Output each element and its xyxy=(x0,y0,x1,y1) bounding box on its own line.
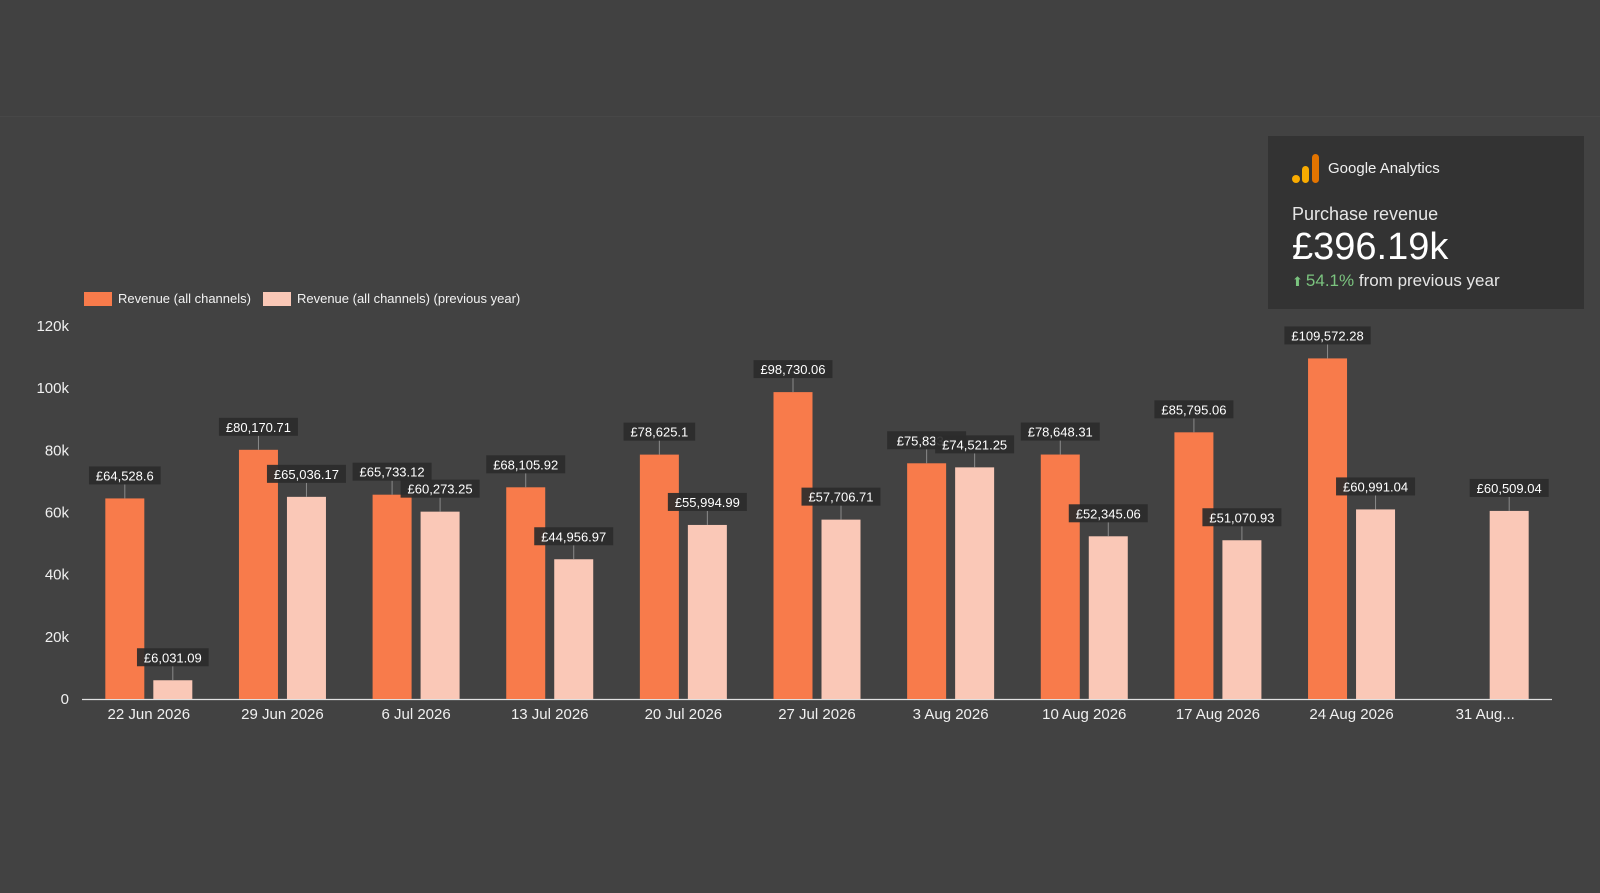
y-tick-label: 120k xyxy=(36,318,69,335)
data-label-previous: £55,994.99 xyxy=(675,495,740,510)
bar-current xyxy=(773,392,813,699)
x-tick-label: 13 Jul 2026 xyxy=(511,706,589,723)
arrow-up-icon: ⬆ xyxy=(1292,274,1303,289)
bar-previous xyxy=(554,559,594,699)
legend-swatch-previous xyxy=(262,291,291,306)
data-label-bg xyxy=(935,435,1015,454)
scorecard-change: ⬆ 54.1% from previous year xyxy=(1292,271,1560,291)
scorecard-change-suffix: from previous year xyxy=(1358,271,1500,290)
data-label-previous: £51,070.93 xyxy=(1209,510,1274,525)
data-label-previous: £74,521.25 xyxy=(942,437,1007,452)
chart-legend: Revenue (all channels) Revenue (all chan… xyxy=(84,291,532,306)
bar-current xyxy=(639,454,679,699)
bar-previous xyxy=(420,511,460,699)
data-label-bg xyxy=(400,479,480,498)
data-label-previous: £65,036.17 xyxy=(274,467,339,482)
bar-previous xyxy=(1356,509,1396,699)
y-tick-label: 100k xyxy=(36,380,69,397)
bar-previous xyxy=(153,680,193,699)
data-label-bg xyxy=(218,417,298,436)
bar-previous xyxy=(821,519,861,699)
data-label-bg xyxy=(266,464,346,483)
y-tick-label: 20k xyxy=(45,629,70,646)
data-label-bg xyxy=(753,360,833,379)
x-tick-label: 17 Aug 2026 xyxy=(1176,706,1260,723)
header-band xyxy=(0,0,1600,117)
data-label-bg xyxy=(1284,326,1371,345)
legend-label-previous: Revenue (all channels) (previous year) xyxy=(296,291,521,306)
legend-label-current: Revenue (all channels) xyxy=(118,291,251,306)
bar-current xyxy=(506,487,546,699)
data-label-bg xyxy=(534,527,614,546)
data-label-bg xyxy=(1020,422,1100,441)
bar-previous xyxy=(286,496,326,699)
bar-previous xyxy=(1489,510,1529,699)
bar-previous xyxy=(687,524,727,699)
x-tick-label: 22 Jun 2026 xyxy=(108,706,191,723)
scorecard-value: £396.19k xyxy=(1292,226,1449,268)
y-tick-label: 40k xyxy=(45,567,70,584)
data-label-bg xyxy=(352,462,432,481)
data-label-bg xyxy=(1154,400,1234,419)
ga-brand: Google Analytics xyxy=(1292,150,1560,186)
bar-current xyxy=(907,463,947,699)
y-tick-label: 60k xyxy=(45,505,70,522)
purchase-revenue-scorecard: Google Analytics Purchase revenue £396.1… xyxy=(1268,136,1584,309)
data-label-bg xyxy=(667,492,747,511)
x-tick-label: 27 Jul 2026 xyxy=(778,706,856,723)
data-label-bg xyxy=(1336,477,1416,496)
bar-current xyxy=(1174,432,1214,699)
data-label-previous: £60,509.04 xyxy=(1477,481,1542,496)
google-analytics-logo-icon xyxy=(1292,154,1319,183)
bar-previous xyxy=(1088,536,1128,699)
x-tick-label: 29 Jun 2026 xyxy=(241,706,324,723)
data-label-bg xyxy=(1469,478,1549,497)
data-label-current: £109,572.28 xyxy=(1291,328,1363,343)
data-label-current: £78,625.1 xyxy=(630,425,688,440)
data-label-current: £78,648.31 xyxy=(1028,425,1093,440)
data-label-current: £85,795.06 xyxy=(1161,402,1226,417)
legend-item-previous[interactable]: Revenue (all channels) (previous year) xyxy=(262,291,521,306)
x-tick-label: 10 Aug 2026 xyxy=(1042,706,1126,723)
data-label-previous: £52,345.06 xyxy=(1076,506,1141,521)
x-tick-label: 20 Jul 2026 xyxy=(645,706,723,723)
data-label-previous: £60,273.25 xyxy=(408,482,473,497)
x-tick-label: 24 Aug 2026 xyxy=(1309,706,1393,723)
x-tick-label: 6 Jul 2026 xyxy=(381,706,450,723)
x-tick-label: 31 Aug... xyxy=(1456,706,1515,723)
data-label-previous: £57,706.71 xyxy=(808,490,873,505)
data-label-bg xyxy=(801,487,881,506)
ga-brand-name: Google Analytics xyxy=(1328,159,1440,177)
data-label-previous: £44,956.97 xyxy=(541,529,606,544)
data-label-current: £80,170.71 xyxy=(226,420,291,435)
x-tick-label: 3 Aug 2026 xyxy=(913,706,989,723)
y-tick-label: 80k xyxy=(45,442,70,459)
legend-swatch-current xyxy=(84,291,112,306)
legend-item-current[interactable]: Revenue (all channels) xyxy=(84,291,251,306)
data-label-bg xyxy=(88,466,161,485)
bar-current xyxy=(238,449,278,699)
bar-previous xyxy=(955,467,995,699)
data-label-current: £98,730.06 xyxy=(760,362,825,377)
data-label-bg xyxy=(623,422,696,441)
data-label-bg xyxy=(1202,508,1282,527)
data-label-current: £65,733.12 xyxy=(360,465,425,480)
data-label-current: £64,528.6 xyxy=(96,468,154,483)
scorecard-change-pct: 54.1% xyxy=(1305,271,1355,290)
data-label-current: £68,105.92 xyxy=(493,457,558,472)
bar-current xyxy=(105,498,145,699)
data-label-previous: £60,991.04 xyxy=(1343,479,1408,494)
bar-current xyxy=(1040,454,1080,699)
data-label-previous: £6,031.09 xyxy=(144,650,202,665)
data-label-bg xyxy=(1068,504,1148,523)
data-label-bg xyxy=(486,455,566,474)
bar-current xyxy=(372,494,412,699)
data-label-bg xyxy=(136,648,209,667)
y-tick-label: 0 xyxy=(61,691,69,708)
scorecard-metric-label: Purchase revenue xyxy=(1292,204,1439,224)
bar-previous xyxy=(1222,540,1262,699)
bar-current xyxy=(1308,358,1348,699)
